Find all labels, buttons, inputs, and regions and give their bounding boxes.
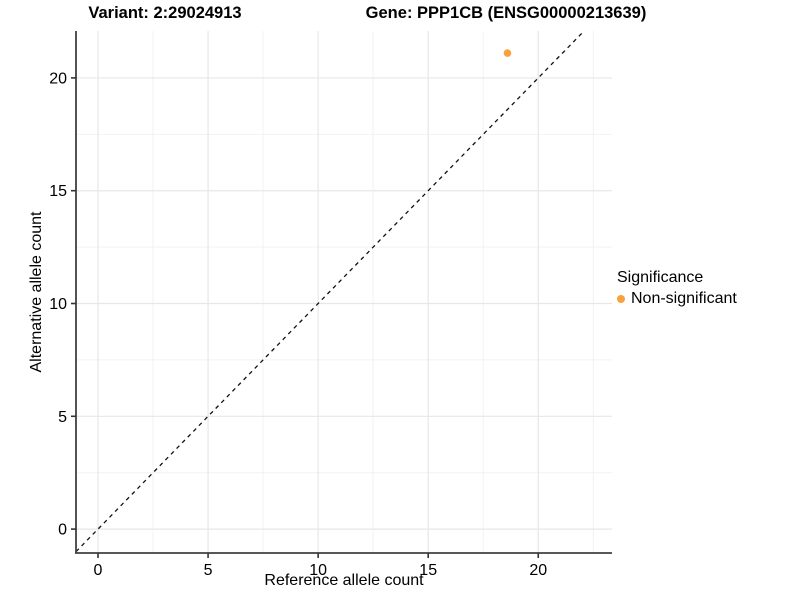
legend-point-icon xyxy=(617,295,625,303)
svg-text:10: 10 xyxy=(309,562,327,579)
legend: Significance Non-significant xyxy=(617,269,737,308)
svg-text:15: 15 xyxy=(419,562,437,579)
svg-text:20: 20 xyxy=(529,562,547,579)
legend-item-label: Non-significant xyxy=(631,290,737,307)
svg-text:0: 0 xyxy=(94,562,103,579)
svg-text:20: 20 xyxy=(49,70,67,87)
y-axis-title: Alternative allele count xyxy=(28,211,45,373)
svg-text:10: 10 xyxy=(49,296,67,313)
plot-title-variant: Variant: 2:29024913 xyxy=(88,4,242,22)
svg-text:5: 5 xyxy=(204,562,213,579)
plot-title-gene: Gene: PPP1CB (ENSG00000213639) xyxy=(365,4,647,22)
x-axis-title: Reference allele count xyxy=(264,572,424,589)
svg-text:0: 0 xyxy=(58,522,67,539)
legend-item: Non-significant xyxy=(617,290,737,308)
legend-title: Significance xyxy=(617,269,704,286)
svg-text:5: 5 xyxy=(58,409,67,426)
svg-text:15: 15 xyxy=(49,183,67,200)
